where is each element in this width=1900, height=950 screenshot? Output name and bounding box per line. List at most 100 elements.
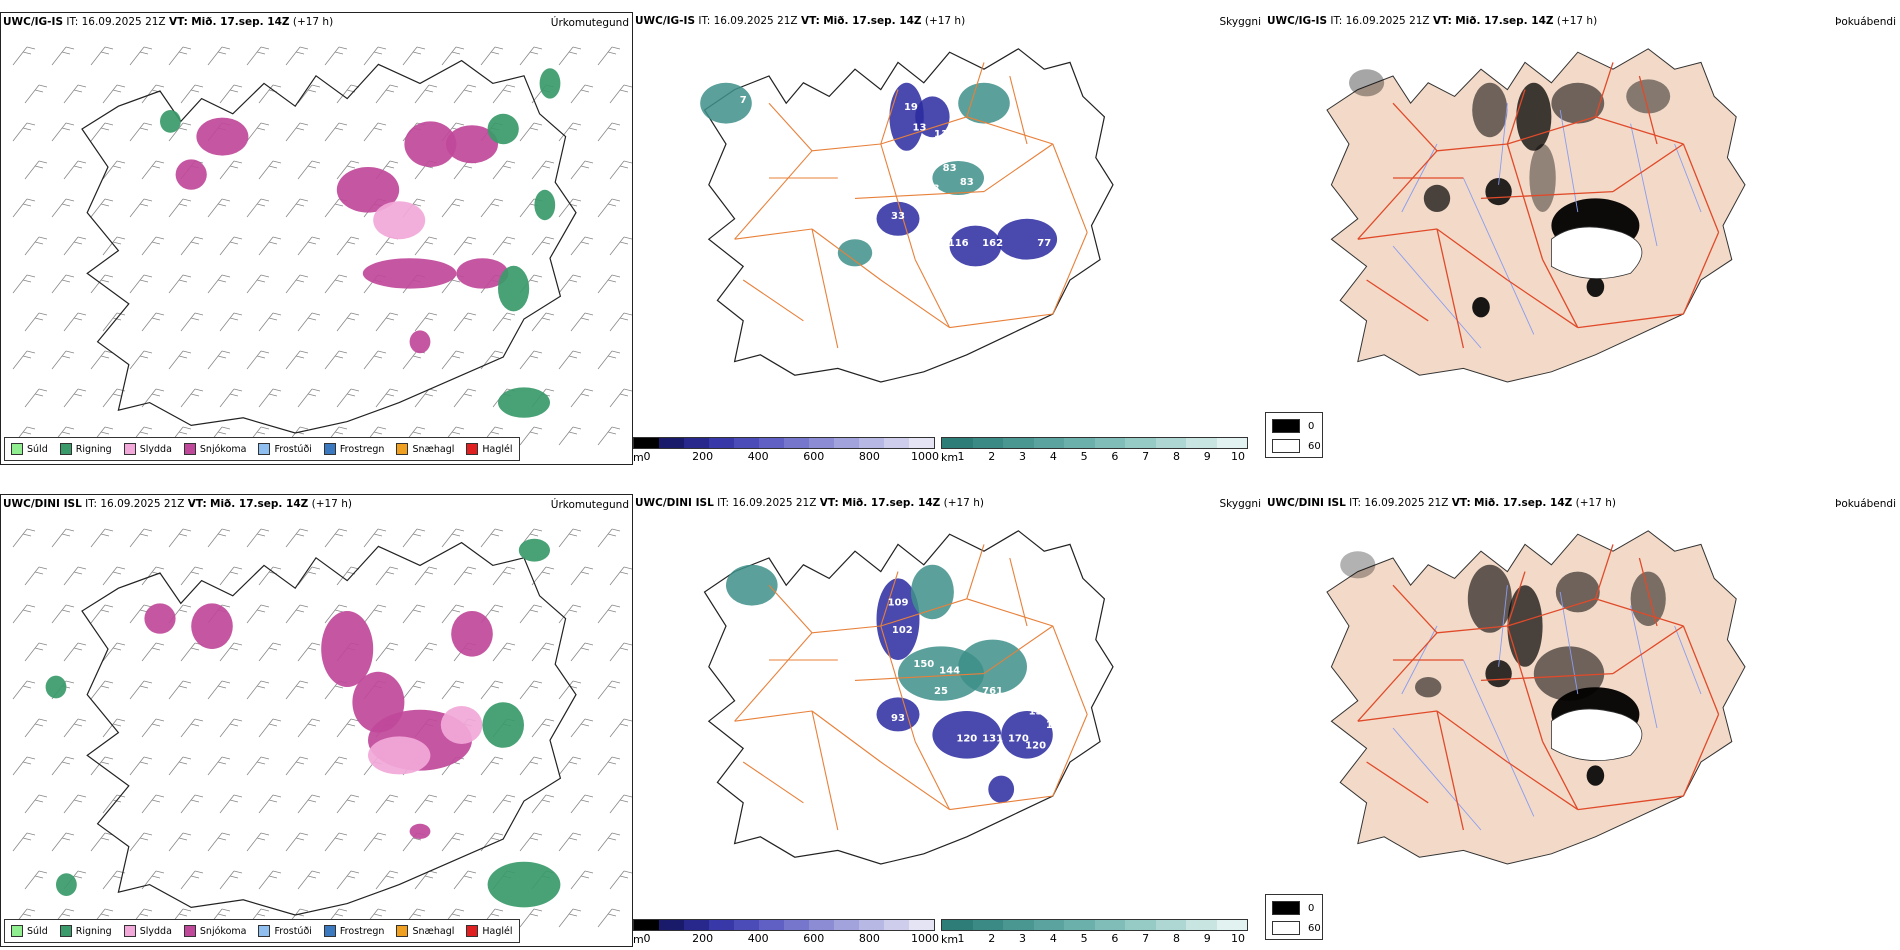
precip-area xyxy=(409,330,431,354)
visibility-value-label: 50 xyxy=(913,156,927,167)
legend-label: Frostregn xyxy=(339,443,385,455)
precip-legend-item: Súld xyxy=(11,925,48,937)
precip-legend-item: Rigning xyxy=(59,925,112,937)
fog-panel-top: UWC/IG-IS IT: 16.09.2025 21Z VT: Mið. 17… xyxy=(1265,12,1900,463)
visibility-value-label: 100 xyxy=(974,761,995,772)
colorbar-swatch xyxy=(1155,438,1186,448)
road-segment xyxy=(1507,761,1579,811)
road-segment xyxy=(966,598,1053,627)
colorbar-swatch xyxy=(1094,438,1125,448)
legend-swatch xyxy=(466,443,479,455)
road-network xyxy=(1357,62,1720,349)
colorbar-tick: 4 xyxy=(1049,450,1057,463)
road-segment xyxy=(1612,625,1684,675)
fog-blob xyxy=(1507,585,1543,667)
road-segment xyxy=(1009,557,1028,627)
visibility-value-label: 19 xyxy=(904,102,918,113)
colorbar-swatch xyxy=(809,920,834,930)
visibility-area xyxy=(876,578,920,660)
legend-label: Súld xyxy=(27,925,48,937)
road-segment xyxy=(966,116,1053,145)
colorbar-swatch xyxy=(884,920,909,930)
legend-swatch xyxy=(11,925,23,937)
colorbar-swatch xyxy=(1125,438,1156,448)
fog-panel-bottom: UWC/DINI ISL IT: 16.09.2025 21Z VT: Mið.… xyxy=(1265,494,1900,945)
precip-area xyxy=(482,702,524,748)
road-segment xyxy=(1577,313,1684,329)
colorbar-swatch xyxy=(1003,438,1034,448)
visibility-area xyxy=(1001,711,1053,759)
colorbar-tick: 6 xyxy=(1111,932,1119,945)
road-segment xyxy=(1357,228,1438,240)
road-segment xyxy=(1506,143,1544,260)
road-segment xyxy=(914,741,951,810)
fog-legend: 0 60 xyxy=(1265,412,1323,458)
colorbar-tick: 10 xyxy=(1231,932,1245,945)
visibility-value-label: 83 xyxy=(943,163,957,174)
visibility-value-label: 25 xyxy=(947,82,961,93)
road-segment xyxy=(880,279,950,329)
river-segment xyxy=(1462,177,1535,335)
road-segment xyxy=(1052,625,1088,715)
legend-label: Frostregn xyxy=(339,925,385,937)
fog-legend-value: 60 xyxy=(1308,440,1321,452)
visibility-area xyxy=(889,82,924,151)
road-segment xyxy=(1506,625,1544,742)
colorbar-tick: 1 xyxy=(957,450,965,463)
colorbar-tick: 7 xyxy=(1142,450,1150,463)
visibility-value-label: 113 xyxy=(952,218,973,229)
road-segment xyxy=(1542,741,1579,810)
visibility-value-label: 35 xyxy=(925,618,939,629)
fog-blob xyxy=(1630,571,1666,626)
colorbar-swatch xyxy=(859,438,884,448)
colorbar-swatch xyxy=(784,920,809,930)
visibility-area xyxy=(915,96,950,138)
road-segment xyxy=(742,761,804,804)
river-segment xyxy=(1674,625,1702,695)
visibility-area xyxy=(700,82,752,124)
precip-type-panel-top: UWC/IG-IS IT: 16.09.2025 21Z VT: Mið. 17… xyxy=(0,12,633,465)
panel-variable-title: Úrkomutegund xyxy=(550,17,629,29)
height-colorbar: m 0 200 400 600 800 1000 xyxy=(633,437,939,465)
precip-area xyxy=(518,538,551,562)
colorbar-tick: 1 xyxy=(957,932,965,945)
visibility-value-label: 131 xyxy=(982,734,1003,745)
visibility-value-label: 33 xyxy=(891,211,905,222)
road-segment xyxy=(734,710,813,722)
colorbar-swatch xyxy=(1094,920,1125,930)
visibility-value-label: 13 xyxy=(913,122,927,133)
road-segment xyxy=(1595,116,1684,145)
colorbar-tick: 800 xyxy=(858,932,880,945)
colorbar-swatch xyxy=(734,438,759,448)
visibility-area xyxy=(996,218,1058,260)
legend-label: Slydda xyxy=(139,443,172,455)
fog-legend-row: 60 xyxy=(1272,439,1321,453)
road-segment xyxy=(1357,150,1438,240)
precip-area xyxy=(487,113,519,145)
colorbar-tick: 200 xyxy=(692,450,714,463)
panel-header: UWC/DINI ISL IT: 16.09.2025 21Z VT: Mið.… xyxy=(635,497,984,509)
iceland-outline xyxy=(81,59,577,434)
colorbar-swatch xyxy=(809,438,834,448)
road-segment xyxy=(811,710,882,763)
precip-area xyxy=(321,611,374,687)
precip-area xyxy=(373,201,426,240)
visibility-value-label: 11 xyxy=(1046,720,1060,731)
colorbar-swatch xyxy=(909,438,934,448)
road-segment xyxy=(880,761,950,811)
visibility-area xyxy=(876,201,920,236)
fog-blob xyxy=(1529,144,1556,212)
legend-swatch xyxy=(123,925,136,937)
colorbar-swatch xyxy=(1064,438,1095,448)
visibility-value-label: 162 xyxy=(982,238,1003,249)
precip-type-panel-bottom: UWC/DINI ISL IT: 16.09.2025 21Z VT: Mið.… xyxy=(0,494,633,947)
precip-legend: Súld Rigning Slydda Snjókoma Frostúði Frostre… xyxy=(4,919,520,943)
visibility-value-label: 21 xyxy=(732,75,746,86)
colorbar-unit: km xyxy=(941,933,959,946)
legend-label: Slydda xyxy=(139,925,172,937)
colorbar-tick: 3 xyxy=(1019,932,1027,945)
fog-blob xyxy=(1472,82,1508,138)
road-segment xyxy=(880,625,916,742)
fog-blob xyxy=(1516,82,1552,151)
